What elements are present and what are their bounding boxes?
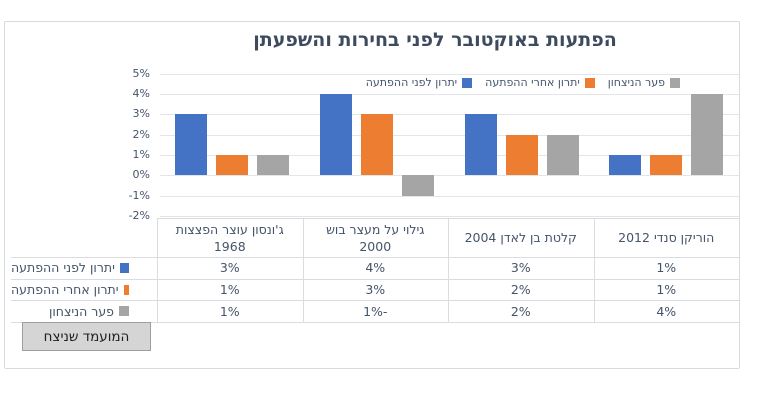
gridline [160,154,739,156]
series-color-key-icon [119,306,129,317]
table-horizontal-line [157,218,739,219]
series-color-key-icon [119,262,129,273]
y-axis-tick-label: 4% [132,86,150,100]
table-value-cell: 1% [219,303,240,319]
bar [319,93,352,176]
table-value-cell: -1% [363,303,388,319]
y-axis-tick-label: 3% [132,107,150,121]
chart-frame[interactable]: הפתעות באוקטובר לפני בחירות והשפעתן 5% 4%… [4,21,740,369]
y-axis-tick-label: -2% [128,208,150,222]
y-axis-tick-label: 2% [132,127,150,141]
bar [505,134,538,176]
table-value-cell: 1% [219,282,240,298]
gridline [160,195,739,197]
table-header-line: ג'ונסון עוצר הפצצות [175,221,284,237]
y-axis-tick-label: 1% [132,147,150,161]
bar [175,114,207,176]
legend-item[interactable]: יתרון אחרי ההפתעה [485,76,595,89]
table-row-label: פער הניצחון [11,300,129,322]
bar [216,154,248,176]
table-vertical-divider [593,218,595,322]
gridline [160,175,739,177]
table-vertical-divider [448,218,449,322]
table-row-label-text: יתרון לפני ההפתעה [11,260,115,276]
legend-swatch-icon [670,77,680,88]
gridline [160,93,739,95]
bar [401,175,434,196]
table-header-cell: גילוי על מעצר בוש 2000 [304,218,448,257]
table-horizontal-line [11,278,739,280]
legend-swatch-icon [584,77,595,88]
table-value-cell: 1% [656,282,677,298]
chart-title: הפתעות באוקטובר לפני בחירות והשפעתן [253,29,617,51]
gridline [160,215,739,217]
legend-swatch-icon [462,77,473,88]
legend-label: יתרון אחרי ההפתעה [485,76,580,89]
legend-label: פער הניצחון [607,76,665,89]
y-axis-tick-label: -1% [128,188,150,202]
series-color-key-icon [123,284,129,295]
table-value-cell: 4% [365,260,386,276]
bar [691,93,724,176]
bar [546,134,579,176]
legend-item[interactable]: פער הניצחון [608,76,680,89]
legend-item[interactable]: יתרון לפני ההפתעה [365,76,473,89]
table-header-line: הוריקן סנדי 2012 [618,230,715,245]
table-value-cell: 4% [656,303,677,319]
table-vertical-divider [302,218,304,322]
table-row-label-text: פער הניצחון [48,303,114,319]
gridline [160,114,739,116]
table-vertical-divider [157,218,158,322]
table-header-line: קלטת בן לאדן 2004 [464,230,577,245]
bar [650,154,683,176]
table-value-cell: 2% [510,282,531,298]
bar [257,154,289,176]
gridline [160,73,739,75]
table-value-cell: 2% [510,303,531,319]
table-horizontal-line [11,322,739,323]
legend-label: יתרון לפני ההפתעה [365,76,458,89]
winner-candidate-button[interactable]: המועמד שניצח [22,322,151,351]
table-horizontal-line [11,257,739,258]
table-value-cell: 3% [510,260,531,276]
table-row-label: יתרון לפני ההפתעה [11,257,129,279]
bar [609,154,642,176]
table-value-cell: 1% [656,260,677,276]
table-header-line: 2000 [359,238,392,254]
table-header-cell: הוריקן סנדי 2012 [595,218,739,257]
table-horizontal-line [11,300,739,302]
table-value-cell: 3% [219,260,240,276]
table-header-line: 1968 [213,238,246,254]
legend: יתרון לפני ההפתעה יתרון אחרי ההפתעה פער הנ… [366,76,680,89]
table-header-line: גילוי על מעצר בוש [326,221,425,237]
bar [360,114,393,176]
table-row-label: יתרון אחרי ההפתעה [11,279,129,301]
table-row-label-text: יתרון אחרי ההפתעה [11,282,119,298]
y-axis-tick-label: 0% [132,168,150,182]
table-header-cell: ג'ונסון עוצר הפצצות 1968 [158,218,302,257]
table-header-cell: קלטת בן לאדן 2004 [449,218,593,257]
bar [464,114,497,176]
y-axis-tick-label: 5% [132,66,150,80]
table-value-cell: 3% [365,282,386,298]
gridline [160,134,739,136]
